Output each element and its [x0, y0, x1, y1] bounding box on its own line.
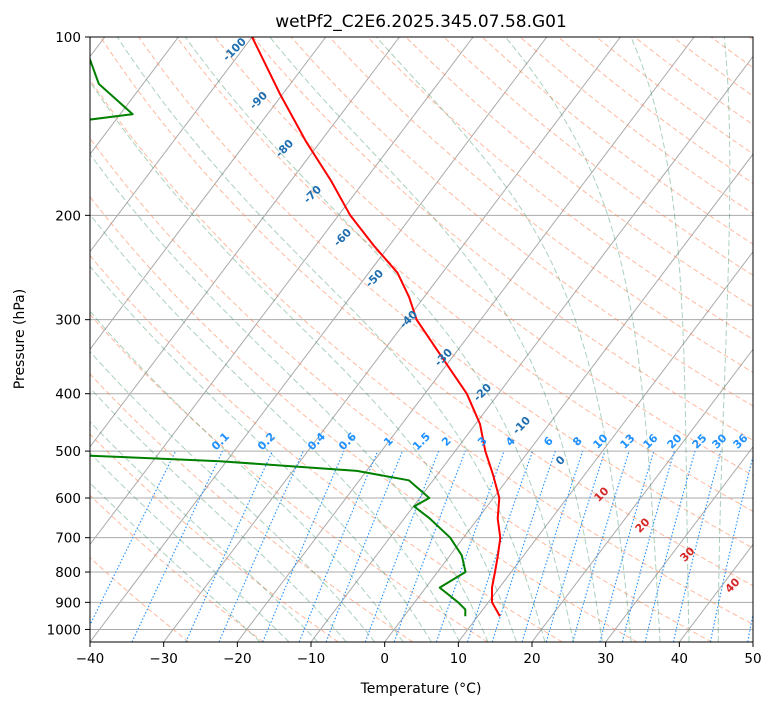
isotherm-line — [531, 348, 753, 642]
mixing-ratio-line — [466, 450, 534, 642]
y-tick-label: 100 — [55, 30, 81, 46]
x-tick-label: 30 — [597, 651, 614, 667]
mixing-ratio-line — [393, 450, 466, 642]
isotherm-line — [605, 446, 753, 642]
temperature-profile-line — [251, 37, 502, 617]
isotherm-line — [90, 37, 548, 642]
moist-adiabat-line — [376, 37, 632, 642]
mixing-ratio-line — [621, 450, 675, 642]
x-tick-label: 20 — [523, 651, 540, 667]
x-tick-label: −40 — [76, 651, 105, 667]
isotherm-line — [90, 37, 474, 546]
moist-adiabat-line — [269, 37, 603, 642]
mixing-ratio-line — [599, 450, 655, 642]
x-tick-label: 50 — [744, 651, 761, 667]
moist-adiabat-line — [90, 350, 376, 642]
isotherm-line — [384, 153, 753, 642]
mixing-ratio-line — [364, 450, 440, 642]
moist-adiabat-line — [90, 310, 404, 642]
moist-adiabat-line — [505, 37, 661, 642]
isotherm-line — [752, 641, 753, 642]
moist-adiabat-line — [90, 482, 261, 642]
background-lines — [90, 37, 753, 642]
x-tick-label: 10 — [450, 651, 467, 667]
dry-adiabat-line — [90, 254, 563, 642]
moist-adiabat-line — [90, 265, 432, 642]
chart-title: wetPf2_C2E6.2025.345.07.58.G01 — [275, 12, 567, 32]
y-axis-label: Pressure (hPa) — [12, 289, 28, 389]
dry-adiabat-line — [367, 37, 753, 340]
y-tick-label: 700 — [55, 531, 81, 547]
mixing-ratio-line — [262, 450, 345, 642]
y-tick-label: 600 — [55, 491, 81, 507]
plot-background — [90, 37, 753, 642]
moist-adiabat-line — [90, 80, 517, 642]
mixing-ratio-line — [435, 450, 505, 642]
x-axis-label: Temperature (°C) — [360, 681, 482, 697]
mixing-ratio-line — [491, 450, 556, 642]
dry-adiabat-line — [90, 433, 339, 642]
mixing-ratio-line — [185, 450, 273, 642]
mixing-ratio-line — [521, 450, 584, 642]
x-tick-label: 0 — [380, 651, 389, 667]
dry-adiabat-line — [214, 37, 753, 477]
dry-adiabat-line — [90, 78, 753, 625]
dry-adiabat-line — [90, 313, 488, 642]
isotherm-line — [236, 37, 695, 642]
x-axis: −40 −30 −20 −10 0 10 20 30 40 50 — [76, 642, 762, 667]
moist-adiabat-line — [90, 153, 489, 642]
x-tick-label: −20 — [223, 651, 252, 667]
profile-lines — [90, 37, 502, 617]
dry-adiabat-line — [290, 37, 753, 407]
dry-adiabat-line — [90, 494, 264, 642]
isotherm-line — [90, 37, 179, 155]
dry-adiabat-line — [176, 37, 753, 513]
y-tick-label: 500 — [55, 444, 81, 460]
dry-adiabat-line — [329, 37, 753, 373]
mixing-ratio-line — [131, 450, 223, 642]
mixing-ratio-line — [709, 454, 753, 642]
moist-adiabat-line — [717, 37, 731, 642]
x-tick-label: −10 — [297, 651, 326, 667]
mixing-ratio-line — [298, 450, 379, 642]
y-axis: 1000 900 800 700 600 500 400 300 200 100 — [47, 30, 90, 638]
y-tick-label: 300 — [55, 313, 81, 329]
y-tick-label: 1000 — [47, 622, 81, 638]
dry-adiabat-line — [90, 373, 414, 642]
x-tick-label: 40 — [671, 651, 688, 667]
isotherm-line — [90, 37, 400, 448]
moist-adiabat-line — [630, 37, 690, 642]
dry-adiabat-line — [90, 556, 190, 642]
mixing-ratio-line — [545, 450, 606, 642]
isotherm-line — [163, 37, 621, 642]
dewpoint-profile-line — [90, 56, 467, 617]
y-tick-label: 400 — [55, 387, 81, 403]
y-tick-label: 900 — [55, 595, 81, 611]
mixing-ratio-line — [672, 450, 722, 642]
isotherm-line — [90, 37, 327, 351]
moist-adiabat-line — [90, 421, 319, 642]
moist-adiabat-line — [90, 452, 290, 642]
y-tick-label: 200 — [55, 208, 81, 224]
plot-frame — [89, 36, 754, 643]
moist-adiabat-line — [90, 213, 461, 642]
isotherm-line — [90, 37, 253, 253]
dry-adiabat-line — [99, 37, 753, 587]
isotherm-line — [457, 250, 753, 642]
mixing-ratio-line — [644, 450, 696, 642]
mixing-ratio-line — [325, 450, 404, 642]
dry-adiabat-line — [90, 137, 712, 642]
dry-adiabat-line — [90, 196, 638, 642]
x-tick-label: −30 — [149, 651, 178, 667]
y-tick-label: 800 — [55, 565, 81, 581]
mixing-ratio-line — [218, 450, 304, 642]
mixing-ratio-line — [572, 450, 630, 642]
moist-adiabat-line — [90, 387, 347, 642]
moist-adiabat-line — [116, 37, 546, 642]
